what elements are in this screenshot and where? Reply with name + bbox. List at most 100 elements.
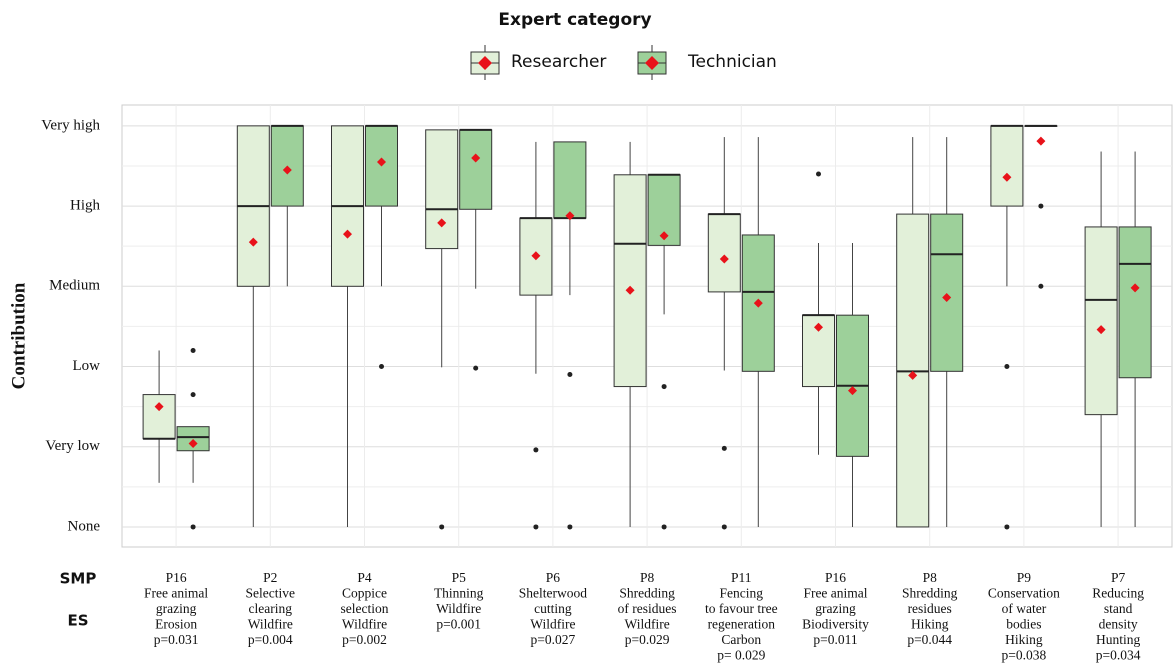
mean <box>154 402 164 412</box>
mean <box>1002 172 1012 182</box>
mean <box>625 285 635 295</box>
mean <box>188 439 198 449</box>
smp-label: selection <box>341 601 389 616</box>
smp-label: residues <box>908 601 952 616</box>
box <box>1118 226 1152 379</box>
box <box>553 141 587 219</box>
es-label: Wildfire <box>530 617 575 632</box>
outlier <box>661 384 667 390</box>
smp-label: to favour tree <box>705 601 778 616</box>
row-label: SMP <box>60 570 97 588</box>
box <box>613 174 647 388</box>
smp-label: P5 <box>452 570 467 585</box>
smp-label: Reducing <box>1092 586 1144 601</box>
legend-key <box>478 56 492 70</box>
smp-label: density <box>1099 617 1138 632</box>
mean <box>659 231 669 241</box>
outlier <box>661 524 667 530</box>
smp-label: P11 <box>731 570 752 585</box>
p-value: p= 0.029 <box>717 648 765 663</box>
mean <box>848 386 857 396</box>
outlier <box>567 524 573 530</box>
smp-label: of water <box>1002 601 1047 616</box>
mean <box>1036 136 1046 146</box>
y-tick-label: Very low <box>45 438 100 454</box>
outlier <box>190 347 196 353</box>
y-tick-label: Low <box>73 358 101 374</box>
es-label: Hiking <box>1005 632 1043 647</box>
smp-label: P4 <box>357 570 372 585</box>
p-value: p=0.004 <box>248 632 293 647</box>
p-value: p=0.038 <box>1002 648 1047 663</box>
smp-label: P16 <box>166 570 187 585</box>
legend-title: Expert category <box>498 10 651 30</box>
p-value: p=0.029 <box>625 632 670 647</box>
box <box>425 129 459 250</box>
es-label: Carbon <box>721 632 761 647</box>
mean <box>471 153 481 163</box>
es-label: Wildfire <box>625 617 670 632</box>
smp-label: Free animal <box>803 586 867 601</box>
outlier <box>721 524 727 530</box>
es-label: Erosion <box>155 617 197 632</box>
smp-label: Thinning <box>434 586 484 601</box>
smp-label: Selective <box>246 586 295 601</box>
mean <box>377 157 386 167</box>
es-label: Wildfire <box>342 617 387 632</box>
p-value: p=0.044 <box>907 632 952 647</box>
mean <box>719 254 729 264</box>
outlier <box>1004 524 1010 530</box>
p-value: p=0.002 <box>342 632 387 647</box>
p-value: p=0.001 <box>436 617 481 632</box>
mean <box>343 229 352 239</box>
smp-label: P9 <box>1017 570 1032 585</box>
box <box>1084 226 1118 416</box>
p-value: p=0.034 <box>1096 648 1141 663</box>
box <box>930 213 964 372</box>
smp-label: Coppice <box>342 586 387 601</box>
mean <box>814 322 823 332</box>
y-tick-label: High <box>70 198 101 214</box>
smp-label: stand <box>1104 601 1133 616</box>
box <box>142 394 176 440</box>
es-label: Biodiversity <box>802 617 869 632</box>
mean <box>753 298 763 308</box>
outlier <box>190 524 196 530</box>
mean <box>437 218 447 228</box>
outlier <box>721 445 727 451</box>
smp-label: cutting <box>534 601 572 616</box>
es-label: Wildfire <box>436 601 481 616</box>
outlier <box>533 524 539 530</box>
mean <box>908 370 918 380</box>
mean <box>942 293 952 303</box>
smp-label: bodies <box>1006 617 1041 632</box>
outlier <box>190 392 196 398</box>
smp-label: Free animal <box>144 586 208 601</box>
outlier <box>439 524 445 530</box>
smp-label: Shredding <box>619 586 675 601</box>
smp-label: P8 <box>923 570 938 585</box>
outlier <box>1038 283 1044 289</box>
smp-label: Conservation <box>988 586 1060 601</box>
outlier <box>379 364 384 370</box>
outlier <box>473 365 479 371</box>
smp-label: of residues <box>618 601 677 616</box>
smp-label: grazing <box>815 601 856 616</box>
mean <box>565 211 575 221</box>
es-label: Hunting <box>1096 632 1141 647</box>
p-value: p=0.027 <box>531 632 576 647</box>
y-tick-label: Medium <box>49 278 100 294</box>
smp-label: P2 <box>263 570 277 585</box>
row-label: ES <box>67 612 88 630</box>
box <box>459 129 493 210</box>
outlier <box>533 447 539 453</box>
y-axis-label: Contribution <box>8 282 29 389</box>
y-tick-label: Very high <box>41 117 100 133</box>
box <box>707 213 741 293</box>
smp-label: P7 <box>1111 570 1126 585</box>
mean <box>1130 283 1140 293</box>
smp-label: P6 <box>546 570 561 585</box>
legend-label: Researcher <box>511 52 606 72</box>
smp-label: Fencing <box>720 586 764 601</box>
